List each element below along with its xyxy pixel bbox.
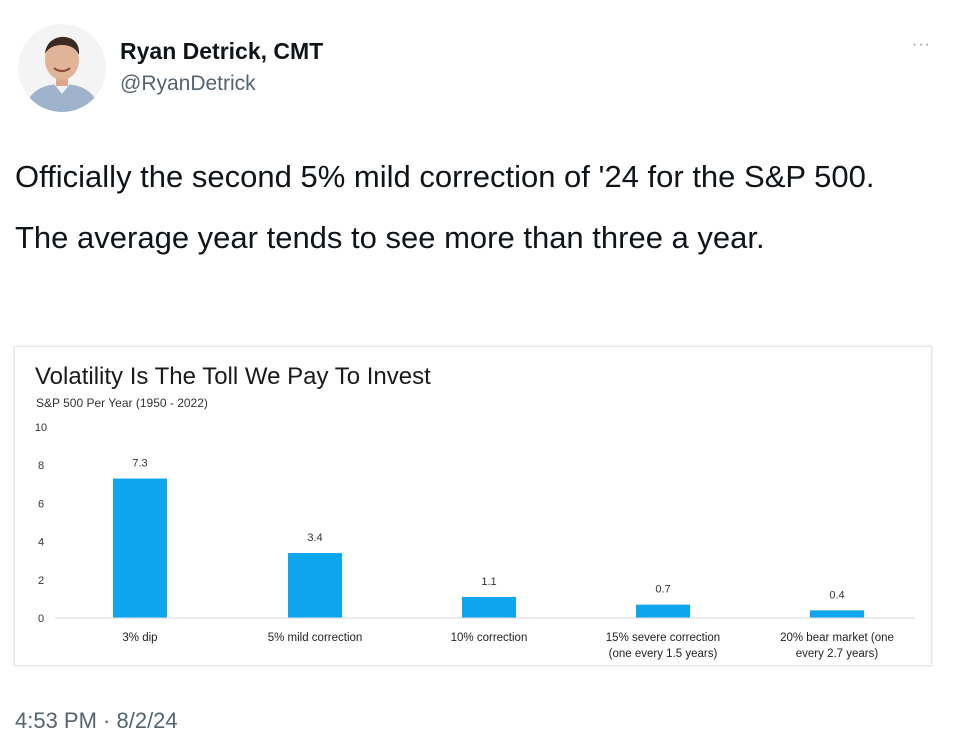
y-tick-label: 2 — [38, 575, 44, 587]
chart-image[interactable]: Volatility Is The Toll We Pay To Invest S… — [14, 346, 932, 666]
tweet-paragraph-2: The average year tends to see more than … — [15, 220, 765, 255]
y-tick-label: 4 — [38, 537, 44, 549]
chart-subtitle: S&P 500 Per Year (1950 - 2022) — [36, 396, 208, 410]
more-options-icon[interactable]: ··· — [912, 36, 931, 53]
y-tick-label: 10 — [35, 422, 47, 434]
tweet-timestamp[interactable]: 4:53 PM · 8/2/24 — [15, 708, 178, 733]
chart-title: Volatility Is The Toll We Pay To Invest — [35, 363, 431, 390]
bar — [636, 604, 690, 618]
tweet-paragraph-1: Officially the second 5% mild correction… — [15, 159, 875, 194]
y-tick-label: 6 — [38, 498, 44, 510]
data-label: 0.7 — [655, 584, 670, 596]
avatar-photo — [18, 24, 106, 112]
data-label: 7.3 — [132, 458, 147, 470]
x-tick-label: 20% bear market (one — [780, 632, 894, 644]
bar — [810, 610, 864, 618]
x-tick-label: (one every 1.5 years) — [609, 648, 718, 660]
bar — [288, 553, 342, 618]
tweet-text: Officially the second 5% mild correction… — [15, 156, 935, 258]
data-label: 1.1 — [481, 576, 496, 588]
x-tick-label: 10% correction — [451, 632, 528, 644]
x-tick-label: 15% severe correction — [606, 632, 720, 644]
author-display-name[interactable]: Ryan Detrick, CMT — [120, 38, 324, 64]
x-tick-label: 5% mild correction — [268, 632, 363, 644]
author-handle[interactable]: @RyanDetrick — [120, 72, 256, 95]
bar-chart: Volatility Is The Toll We Pay To Invest S… — [35, 363, 915, 660]
bar — [462, 596, 516, 618]
x-tick-label: every 2.7 years) — [796, 648, 879, 660]
y-tick-label: 8 — [38, 460, 44, 472]
y-tick-label: 0 — [38, 613, 44, 625]
data-label: 0.4 — [829, 589, 844, 601]
author-avatar[interactable] — [18, 24, 106, 112]
data-label: 3.4 — [307, 532, 322, 544]
bar — [113, 478, 167, 618]
x-tick-label: 3% dip — [122, 632, 157, 644]
